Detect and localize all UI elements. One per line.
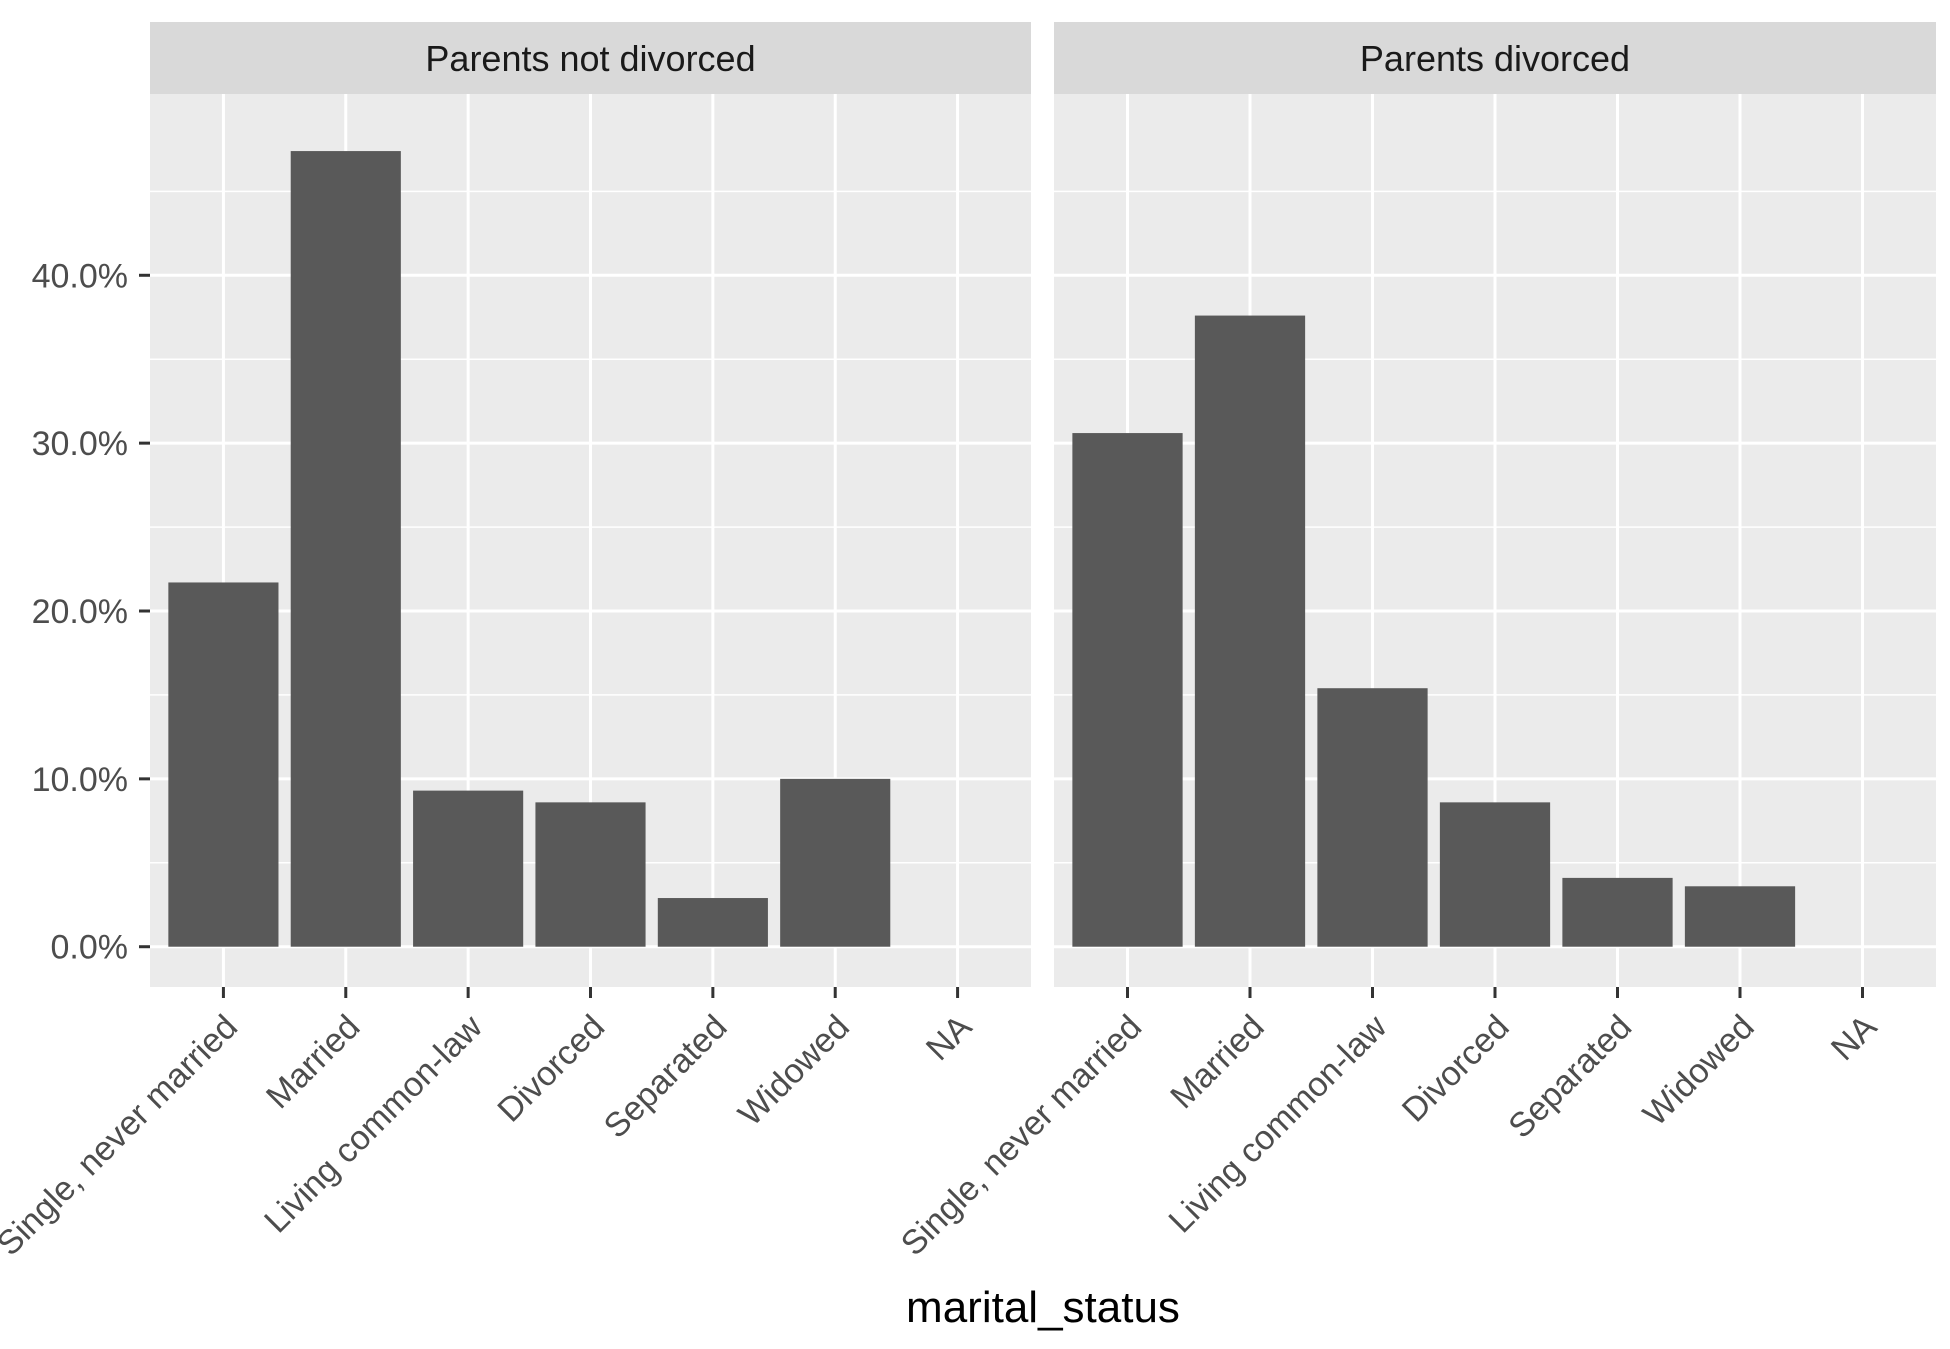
x-tick-label: Widowed xyxy=(1636,1008,1762,1134)
bar xyxy=(290,151,401,947)
bar xyxy=(168,582,279,947)
facet-panels: Parents not divorced Single, never marrie… xyxy=(0,22,1936,1263)
x-tick-label: NA xyxy=(1824,1008,1884,1068)
x-tick-label: Living common-law xyxy=(1162,1007,1395,1240)
x-tick-label: Widowed xyxy=(731,1008,857,1134)
bar xyxy=(780,778,891,947)
bar xyxy=(413,790,524,947)
x-axis-title: marital_status xyxy=(906,1283,1180,1332)
x-tick-label: Separated xyxy=(597,1008,735,1146)
bar xyxy=(1194,315,1306,947)
facet-strip-label: Parents not divorced xyxy=(425,38,755,79)
x-tick-label: Separated xyxy=(1501,1008,1639,1146)
bar xyxy=(1562,877,1673,947)
bar xyxy=(657,898,768,947)
y-tick-label: 20.0% xyxy=(32,593,128,631)
facet-panel: Parents not divorced Single, never marrie… xyxy=(0,22,1031,1263)
x-tick-label: Married xyxy=(1163,1008,1271,1116)
x-tick-label: Single, never married xyxy=(0,1008,245,1263)
y-tick-label: 30.0% xyxy=(32,425,128,463)
y-tick-label: 10.0% xyxy=(32,761,128,799)
y-tick-label: 40.0% xyxy=(32,257,128,295)
facet-strip xyxy=(1054,22,1936,94)
bar xyxy=(1439,802,1551,947)
y-axis: 0.0% 10.0% 20.0% 30.0% 40.0% xyxy=(32,257,150,967)
y-tick-label: 0.0% xyxy=(51,929,129,967)
x-tick-label: Living common-law xyxy=(257,1007,490,1240)
facet-strip xyxy=(150,22,1031,94)
bar xyxy=(1317,688,1428,947)
x-tick-label: Divorced xyxy=(490,1008,612,1130)
bar xyxy=(1684,886,1796,947)
bar xyxy=(535,802,646,947)
x-tick-label: NA xyxy=(919,1008,979,1068)
x-tick-label: Married xyxy=(259,1008,367,1116)
bar xyxy=(1072,433,1183,947)
facet-strip-label: Parents divorced xyxy=(1360,38,1630,79)
x-tick-label: Divorced xyxy=(1395,1008,1517,1130)
